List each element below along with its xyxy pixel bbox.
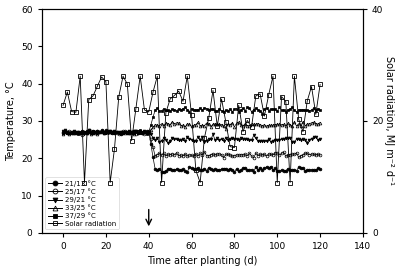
Y-axis label: Solar radiation, MJ m⁻² d⁻¹: Solar radiation, MJ m⁻² d⁻¹: [384, 57, 394, 186]
Y-axis label: Temperature, °C: Temperature, °C: [6, 81, 16, 161]
Legend: 21/13 °C, 25/17 °C, 29/21 °C, 33/25 °C, 37/29 °C, Solar radiation: 21/13 °C, 25/17 °C, 29/21 °C, 33/25 °C, …: [45, 177, 118, 229]
X-axis label: Time after planting (d): Time after planting (d): [147, 256, 258, 267]
